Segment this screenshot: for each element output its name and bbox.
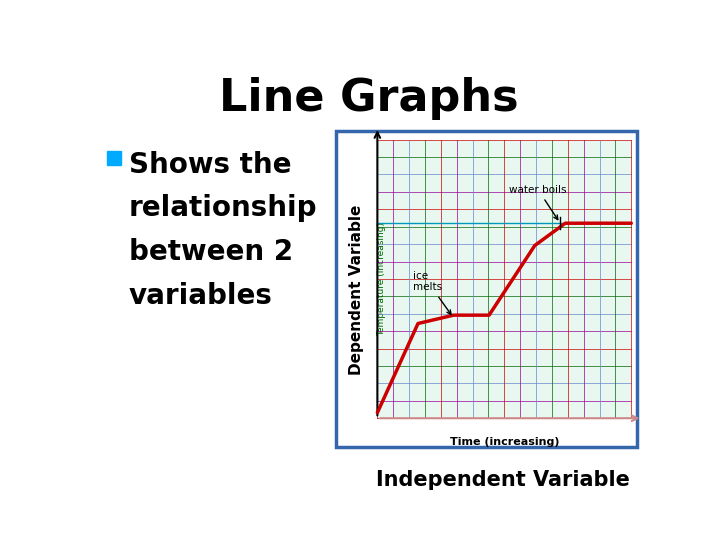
Text: between 2: between 2: [129, 238, 293, 266]
Text: relationship: relationship: [129, 194, 318, 222]
Text: variables: variables: [129, 282, 273, 310]
Bar: [107, 151, 121, 165]
Text: Line Graphs: Line Graphs: [219, 77, 519, 120]
Bar: [336, 131, 636, 447]
Text: Independent Variable: Independent Variable: [376, 470, 630, 490]
Bar: [377, 140, 631, 418]
Text: Temperature (increasing): Temperature (increasing): [377, 222, 387, 336]
Text: Dependent Variable: Dependent Variable: [349, 204, 364, 375]
Text: ice
melts: ice melts: [413, 271, 451, 314]
Text: water boils: water boils: [509, 185, 567, 220]
Text: Time (increasing): Time (increasing): [449, 437, 559, 447]
Text: Shows the: Shows the: [129, 151, 292, 179]
